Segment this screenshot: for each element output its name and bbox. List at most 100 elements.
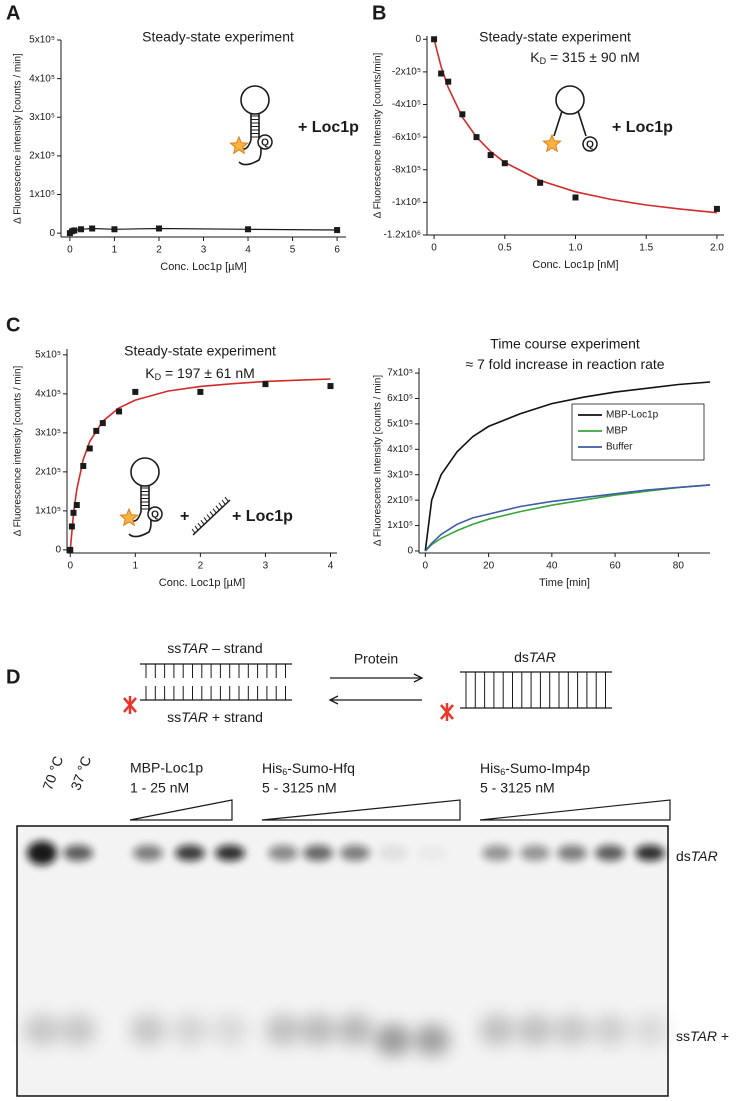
annotation: + Loc1p (232, 508, 293, 525)
ss-band (337, 1014, 373, 1046)
y-tick-label: 5x10⁵ (35, 349, 61, 360)
x-tick-label: 1.0 (569, 243, 583, 254)
x-tick-label: 20 (483, 561, 495, 572)
probe-icon: Q (542, 85, 598, 153)
ds-band (175, 845, 205, 861)
series-line (424, 484, 711, 552)
y-tick-label: -2x10⁵ (392, 67, 421, 78)
text: K (530, 49, 540, 65)
data-point (89, 225, 96, 232)
x-tick-label: 2 (198, 561, 204, 572)
gel-bands (24, 841, 668, 1056)
arrow-label: Protein (354, 651, 398, 667)
fit-curve (69, 378, 331, 550)
data-point (86, 445, 93, 452)
base (218, 502, 223, 508)
panel-letter: C (6, 314, 20, 336)
y-tick-label: 4x10⁵ (35, 388, 61, 399)
strand (577, 110, 587, 137)
x-tick-label: 2.0 (710, 243, 724, 254)
gradient-wedge (479, 799, 671, 821)
text: ss (167, 640, 181, 656)
probe-icon: Q (229, 85, 273, 166)
panel-letter: D (6, 666, 20, 688)
band-label: dsTAR (676, 848, 718, 864)
y-tick-label: 7x10⁵ (387, 368, 413, 379)
data-point (473, 134, 480, 141)
ds-band (268, 845, 298, 861)
data-point (111, 226, 118, 233)
data-point (78, 226, 85, 233)
text: TAR (690, 1028, 717, 1044)
group-range: 5 - 3125 nM (262, 780, 337, 796)
x-tick-label: 80 (673, 561, 685, 572)
ss-band (24, 1014, 60, 1046)
group-name: His6-Sumo-Hfq (262, 760, 355, 778)
y-tick-label: 2x10⁵ (35, 467, 61, 478)
x-axis-label: Conc. Loc1p [nM] (532, 259, 618, 271)
ss-band (479, 1014, 515, 1046)
fluorophore (119, 507, 139, 527)
y-axis-label: Δ Fluorescence intensity [counts / min] (13, 365, 24, 536)
data-point (116, 408, 123, 415)
ss-band (375, 1024, 411, 1056)
y-tick-label: 6x10⁵ (387, 393, 413, 404)
y-tick-label: 3x10⁵ (35, 428, 61, 439)
legend-label: Buffer (606, 442, 633, 453)
text: + (717, 1028, 729, 1044)
text: TAR (181, 640, 208, 656)
x-tick-label: 0 (67, 245, 73, 256)
ss-band (130, 1014, 166, 1046)
ds-band (482, 845, 512, 861)
ss-band (517, 1014, 553, 1046)
x-tick-label: 1 (133, 561, 139, 572)
ss-band (60, 1014, 96, 1046)
strand-ticks (145, 664, 606, 708)
ss-band (172, 1014, 208, 1046)
x-axis-label: Conc. Loc1p [µM] (160, 261, 246, 273)
probe-icon: Q (119, 457, 163, 538)
data-point (459, 111, 466, 118)
data-point (67, 546, 74, 553)
chart-subtitle: KD = 197 ± 61 nM (145, 365, 255, 383)
fit-curve (433, 39, 717, 214)
ss-strand-icon (191, 496, 231, 536)
text: D (155, 372, 162, 382)
data-point (68, 523, 75, 530)
ds-band (557, 845, 587, 861)
y-tick-label: -1.2x10⁶ (384, 230, 421, 241)
y-tick-label: 0 (49, 228, 55, 239)
text: = 315 ± 90 nM (546, 49, 640, 65)
chart-title: Steady-state experiment (124, 343, 276, 359)
data-point (487, 152, 494, 159)
y-tick-label: 4x10⁵ (387, 444, 413, 455)
label-mark (123, 696, 454, 721)
chart-subtitle: ≈ 7 fold increase in reaction rate (465, 356, 664, 372)
y-tick-label: 3x10⁵ (387, 469, 413, 480)
text: – strand (208, 640, 262, 656)
data-point (438, 70, 445, 77)
text: ≈ 7 fold increase in reaction rate (465, 356, 664, 372)
gel (16, 825, 669, 1097)
group-name: MBP-Loc1p (130, 760, 203, 776)
base (200, 519, 205, 525)
y-tick-label: -6x10⁵ (392, 132, 421, 143)
y-tick-label: 5x10⁵ (29, 35, 55, 46)
quencher (147, 506, 163, 522)
fluorophore (542, 133, 562, 153)
text: TAR (181, 709, 208, 725)
data-point (572, 194, 579, 201)
connecting-line (69, 227, 338, 234)
ds-band (340, 845, 370, 861)
chart-title: Time course experiment (490, 336, 640, 352)
ss-band (265, 1014, 301, 1046)
x-tick-label: 5 (290, 245, 296, 256)
series-line (424, 381, 711, 552)
ds-band (215, 845, 245, 861)
x-tick-label: 1.5 (639, 243, 653, 254)
chart-title: Steady-state experiment (142, 29, 294, 45)
y-tick-label: 1x10⁵ (35, 506, 61, 517)
duplex-label: dsTAR (514, 649, 556, 665)
quencher (582, 136, 598, 152)
x-tick-label: 0 (67, 561, 73, 572)
